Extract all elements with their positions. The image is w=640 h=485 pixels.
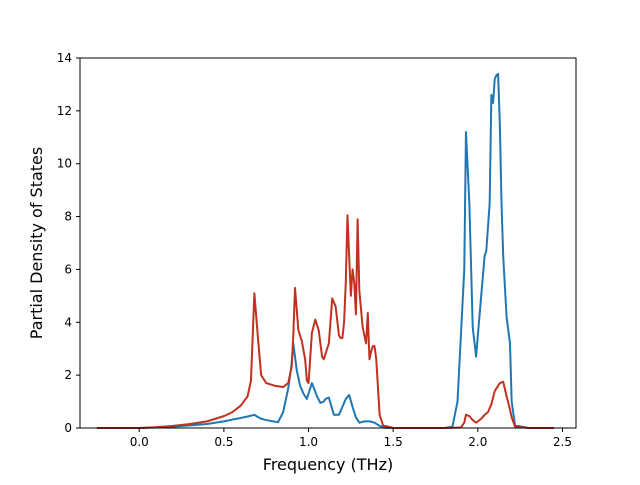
x-tick-label: 0.5 [214,435,233,449]
y-tick-label: 10 [57,157,72,171]
x-tick-label: 1.0 [299,435,318,449]
y-tick-label: 6 [64,262,72,276]
y-tick-label: 4 [64,315,72,329]
y-tick-label: 0 [64,421,72,435]
y-tick-label: 2 [64,368,72,382]
y-tick-label: 12 [57,104,72,118]
series-layer [96,72,554,429]
y-axis-label: Partial Density of States [27,147,46,339]
x-tick-label: 2.0 [468,435,487,449]
x-tick-label: 1.5 [384,435,403,449]
x-axis-label: Frequency (THz) [263,455,393,474]
series-line-2 [96,214,554,429]
y-tick-label: 8 [64,210,72,224]
y-axis-ticks: 0 2 4 6 8 10 12 14 [57,51,80,435]
x-tick-label: 0.0 [130,435,149,449]
y-tick-label: 14 [57,51,72,65]
x-axis-ticks: 0.0 0.5 1.0 1.5 2.0 2.5 [130,428,572,449]
x-tick-label: 2.5 [553,435,572,449]
plot-area-frame [79,57,577,429]
series-line-1 [96,72,554,429]
